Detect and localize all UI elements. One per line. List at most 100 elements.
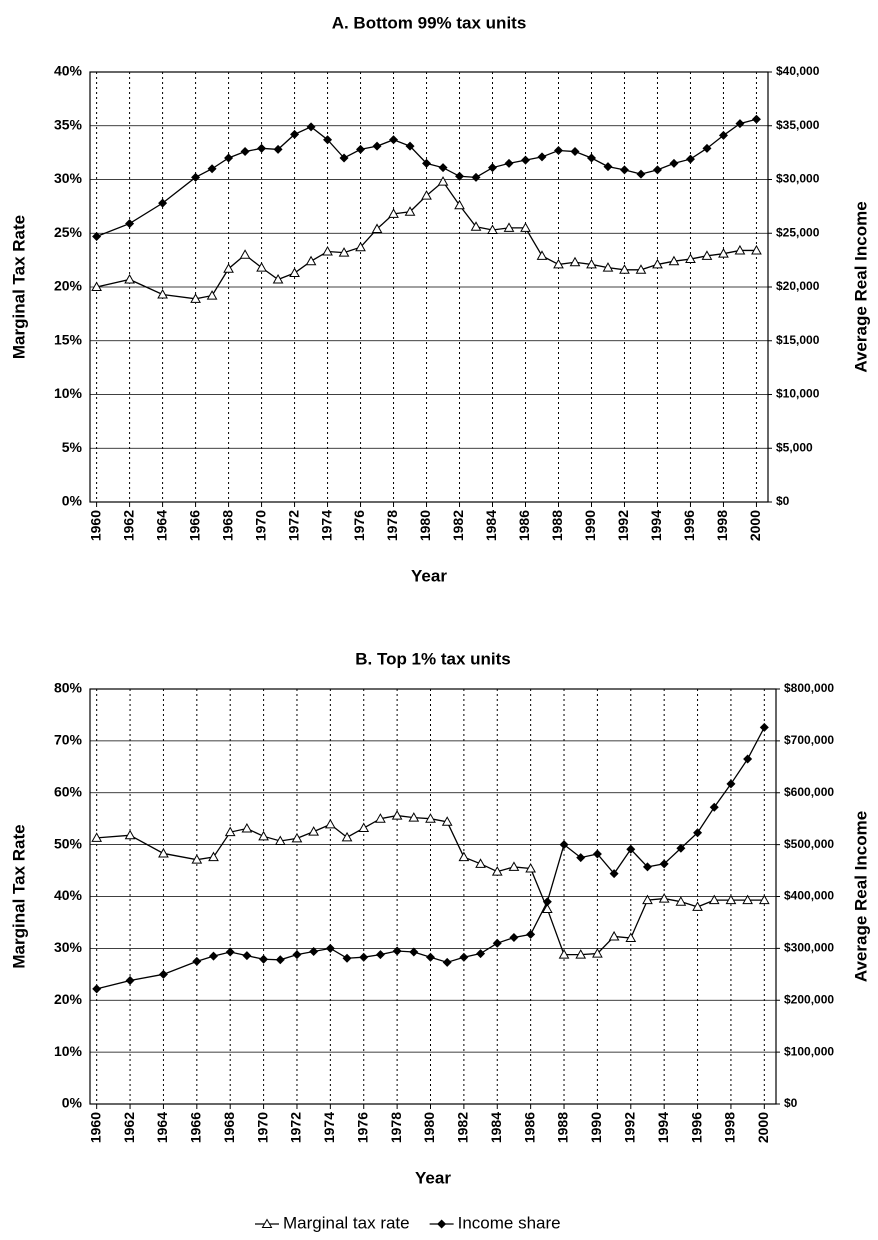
marker: [125, 219, 135, 229]
marker: [425, 813, 436, 823]
marker: [454, 199, 465, 210]
y-tick-label: 15%: [54, 331, 83, 347]
marker: [488, 163, 498, 173]
y2-tick-label: $35,000: [776, 118, 820, 132]
x-axis-title: Year: [415, 1168, 451, 1187]
y2-tick-label: $10,000: [776, 387, 820, 401]
chart-title: A. Bottom 99% tax units: [332, 13, 527, 32]
marker: [725, 894, 737, 905]
x-tick-label: 1984: [488, 1112, 504, 1143]
x-tick-label: 1968: [219, 510, 235, 541]
marker: [239, 249, 251, 259]
marker: [224, 153, 234, 163]
marker: [508, 861, 520, 871]
y2-tick-label: $5,000: [776, 440, 813, 454]
y2-tick-label: $0: [784, 1096, 798, 1110]
marker: [338, 247, 350, 257]
marker: [669, 158, 679, 168]
marker: [553, 258, 564, 269]
marker: [405, 141, 415, 151]
marker: [692, 901, 703, 911]
marker: [503, 222, 515, 232]
marker: [603, 162, 613, 172]
marker: [421, 190, 432, 200]
marker: [324, 818, 336, 829]
marker: [356, 144, 366, 154]
y2-axis-title: Average Real Income: [851, 201, 870, 372]
marker: [224, 826, 236, 837]
marker: [341, 831, 353, 842]
y2-tick-label: $800,000: [784, 681, 834, 695]
y2-tick-label: $15,000: [776, 333, 820, 347]
marker: [192, 956, 202, 966]
marker: [441, 816, 453, 826]
marker: [709, 802, 719, 812]
marker: [289, 267, 300, 278]
marker: [191, 854, 203, 864]
marker: [309, 946, 319, 956]
marker: [274, 835, 286, 845]
marker: [124, 829, 136, 840]
chart-title: B. Top 1% tax units: [355, 649, 511, 668]
x-tick-label: 1960: [87, 510, 103, 541]
marker: [619, 264, 630, 274]
x-tick-label: 1972: [285, 510, 301, 541]
x-tick-label: 1982: [450, 510, 466, 541]
marker: [520, 222, 531, 232]
x-tick-label: 1990: [582, 510, 598, 541]
marker: [425, 952, 435, 962]
marker: [323, 135, 333, 145]
marker: [408, 812, 420, 822]
marker: [372, 141, 382, 151]
marker: [668, 255, 680, 266]
x-tick-label: 1962: [120, 510, 136, 541]
marker: [718, 130, 728, 140]
marker: [570, 147, 580, 157]
y-tick-label: 0%: [62, 1095, 83, 1111]
x-tick-label: 1964: [153, 510, 169, 541]
marker: [308, 826, 320, 836]
legend-marker: [261, 1218, 273, 1228]
plot-frame: [89, 688, 777, 1105]
marker: [438, 163, 448, 173]
y2-tick-label: $40,000: [776, 64, 820, 78]
x-tick-label: 1984: [483, 510, 499, 541]
marker: [208, 851, 219, 862]
x-tick-label: 1982: [455, 1112, 471, 1143]
marker: [291, 832, 303, 843]
marker: [504, 158, 514, 168]
marker: [576, 853, 586, 863]
y2-tick-label: $200,000: [784, 992, 834, 1006]
marker: [358, 822, 370, 833]
marker: [676, 843, 686, 853]
x-tick-label: 1966: [186, 510, 202, 541]
marker: [209, 951, 219, 961]
y2-axis-title: Average Real Income: [851, 811, 870, 982]
marker: [359, 952, 369, 962]
y-axis-title: Marginal Tax Rate: [9, 215, 28, 359]
marker: [751, 114, 761, 124]
x-tick-label: 1998: [722, 1112, 738, 1143]
marker: [525, 862, 536, 873]
marker: [91, 281, 102, 291]
marker: [759, 722, 769, 732]
marker: [658, 893, 670, 903]
marker: [592, 849, 602, 859]
marker: [388, 208, 399, 218]
marker: [475, 858, 486, 868]
x-tick-label: 2000: [755, 1112, 771, 1143]
x-tick-label: 1970: [252, 510, 268, 541]
marker: [526, 929, 536, 939]
marker: [207, 164, 217, 174]
x-tick-label: 1964: [154, 1112, 170, 1143]
marker: [92, 231, 102, 241]
marker: [258, 830, 269, 841]
marker: [608, 930, 620, 941]
marker: [492, 938, 502, 948]
marker: [392, 946, 402, 956]
marker: [559, 840, 569, 850]
marker: [158, 198, 168, 208]
marker: [586, 258, 597, 269]
marker: [652, 165, 662, 175]
marker: [635, 264, 647, 274]
